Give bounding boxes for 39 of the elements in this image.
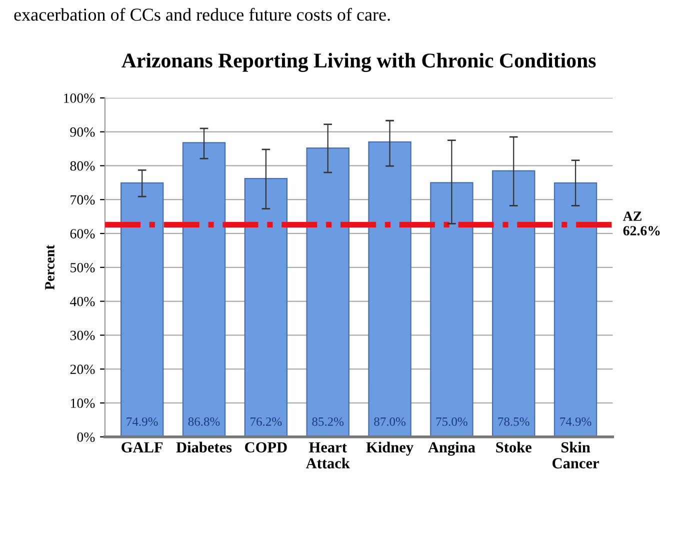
x-tick-label: Stoke bbox=[496, 442, 532, 452]
data-label: 74.9% bbox=[126, 417, 158, 426]
y-tick-label: 60% bbox=[70, 229, 95, 238]
x-tick-label: Angina bbox=[428, 442, 476, 456]
data-label: 86.8% bbox=[188, 417, 220, 426]
y-tick-label: 70% bbox=[70, 195, 95, 205]
y-tick-label: 90% bbox=[70, 127, 95, 137]
text: exacerbation of CCs and reduce future costs of care. bbox=[14, 8, 390, 21]
data-label: 85.2% bbox=[312, 417, 344, 426]
ref-line-label: AZ 62.6% bbox=[622, 212, 660, 236]
y-tick-label: 0% bbox=[77, 432, 95, 442]
y-tick-label: 50% bbox=[70, 262, 95, 272]
data-label: 76.2% bbox=[250, 417, 282, 426]
bar bbox=[120, 182, 164, 437]
data-label: 78.5% bbox=[498, 417, 530, 426]
y-tick-label: 80% bbox=[70, 161, 95, 171]
x-tick-label: Kidney bbox=[366, 442, 414, 456]
x-tick-label: Skin Cancer bbox=[552, 442, 599, 468]
y-tick-label: 100% bbox=[64, 94, 95, 103]
bar bbox=[244, 178, 288, 437]
bar bbox=[368, 141, 412, 437]
y-tick-label: 30% bbox=[70, 330, 95, 340]
x-tick-label: Heart Attack bbox=[306, 442, 350, 468]
x-tick-label: COPD bbox=[245, 442, 287, 452]
x-tick-label: Diabetes bbox=[176, 442, 232, 452]
y-axis-title: Percent bbox=[45, 244, 54, 290]
bar bbox=[306, 148, 350, 437]
data-label: 75.0% bbox=[436, 417, 468, 426]
bar bbox=[554, 182, 598, 437]
data-label: 87.0% bbox=[374, 417, 406, 426]
y-tick-label: 20% bbox=[70, 364, 95, 374]
bar bbox=[182, 142, 226, 437]
data-label: 74.9% bbox=[560, 417, 592, 426]
bar bbox=[492, 170, 536, 437]
y-tick-label: 40% bbox=[70, 296, 95, 306]
x-tick-label: GALF bbox=[122, 442, 163, 452]
chart-title: Arizonans Reporting Living with Chronic Conditions bbox=[122, 52, 596, 72]
y-tick-label: 10% bbox=[70, 398, 95, 408]
bar bbox=[430, 182, 474, 437]
